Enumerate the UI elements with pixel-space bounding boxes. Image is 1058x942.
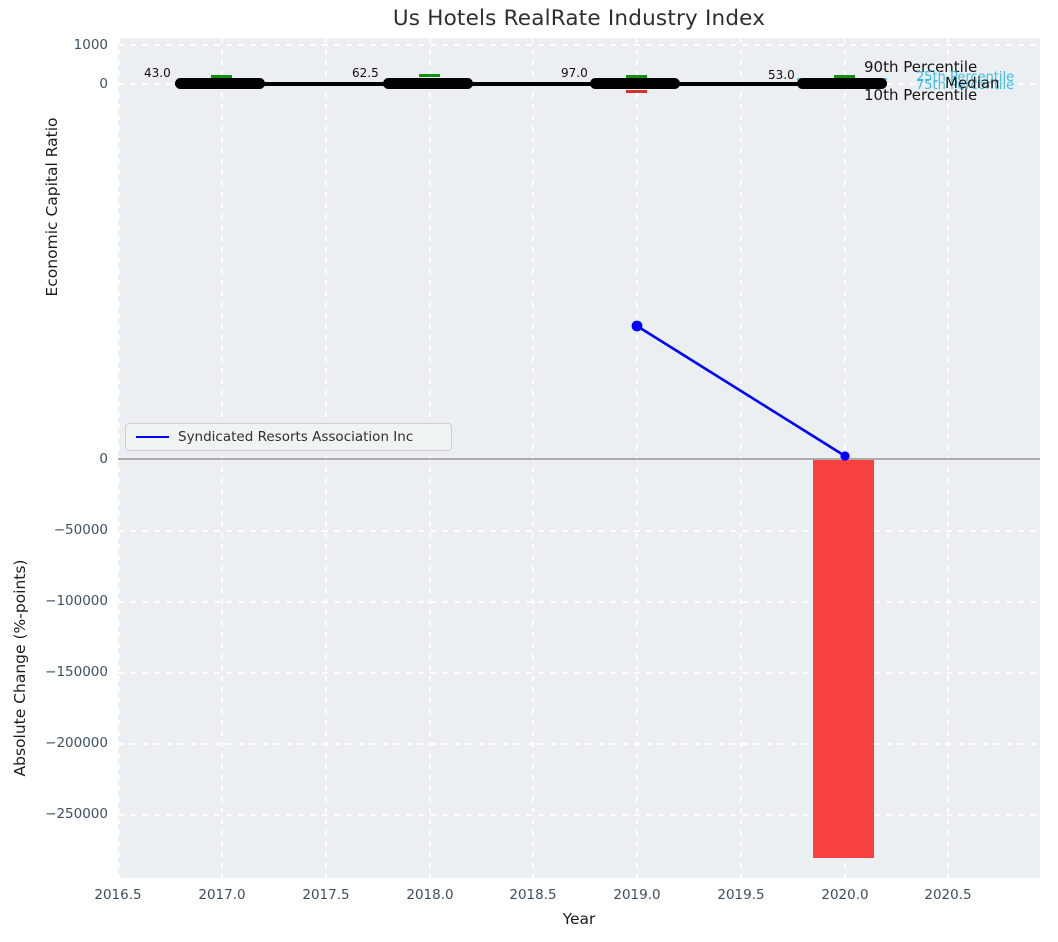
label-median: Median — [945, 74, 1000, 92]
legend-label: Syndicated Resorts Association Inc — [178, 429, 414, 445]
percentile-capsule-2018 — [383, 78, 473, 89]
y-axis-label-bottom: Absolute Change (%-points) — [11, 559, 29, 777]
green-tick-2018 — [419, 74, 440, 77]
company-marker-2019 — [631, 320, 643, 332]
company-marker-2020 — [840, 451, 850, 461]
gridline-h-neg150000 — [118, 672, 1040, 674]
red-tick-2019 — [626, 90, 647, 93]
point-label-2017: 43.0 — [144, 66, 171, 80]
xtick-2017-5: 2017.5 — [302, 887, 350, 903]
point-label-2019: 97.0 — [561, 66, 588, 80]
gridline-h-neg50000 — [118, 530, 1040, 532]
gridline-h-neg250000 — [118, 814, 1040, 816]
plot-area: 43.0 62.5 97.0 53.0 90th Percentile 25th… — [118, 38, 1040, 878]
xtick-2018-0: 2018.0 — [406, 887, 454, 903]
xtick-2020-5: 2020.5 — [924, 887, 972, 903]
company-line — [636, 324, 846, 458]
percentile-capsule-2020 — [797, 78, 887, 89]
label-90th-percentile: 90th Percentile — [864, 58, 978, 76]
point-label-2020: 53.0 — [768, 68, 795, 82]
percentile-band-line — [175, 82, 887, 86]
percentile-capsule-2017 — [175, 78, 265, 89]
xtick-2020-0: 2020.0 — [821, 887, 869, 903]
point-label-2018: 62.5 — [352, 66, 379, 80]
green-tick-2017 — [211, 75, 232, 78]
y-axis-label-top: Economic Capital Ratio — [43, 117, 61, 297]
company-line-svg — [631, 320, 850, 461]
ytick-bot-neg200000: −200000 — [45, 735, 108, 751]
ytick-top-0: 0 — [99, 76, 108, 92]
gridline-h-neg200000 — [118, 743, 1040, 745]
legend: Syndicated Resorts Association Inc — [125, 423, 452, 451]
green-tick-2020 — [834, 75, 855, 78]
percentile-capsule-2019 — [590, 78, 680, 89]
xtick-2019-0: 2019.0 — [613, 887, 661, 903]
ytick-top-1000: 1000 — [73, 37, 108, 53]
ytick-bot-neg50000: −50000 — [53, 522, 108, 538]
chart-title: Us Hotels RealRate Industry Index — [392, 6, 766, 31]
gridline-h-neg100000 — [118, 601, 1040, 603]
xtick-2018-5: 2018.5 — [509, 887, 557, 903]
legend-line-sample — [136, 435, 169, 439]
zero-axis-line — [118, 458, 1040, 460]
gridline-h-1000 — [118, 44, 1040, 46]
xtick-2017-0: 2017.0 — [198, 887, 246, 903]
ytick-bot-neg250000: −250000 — [45, 806, 108, 822]
label-10th-percentile: 10th Percentile — [864, 86, 978, 104]
green-tick-2019 — [626, 75, 647, 78]
ytick-bot-neg100000: −100000 — [45, 593, 108, 609]
x-axis-label: Year — [562, 910, 596, 928]
ytick-bot-0: 0 — [99, 451, 108, 467]
xtick-2019-5: 2019.5 — [717, 887, 765, 903]
label-25th-percentile: 25th Percentile — [916, 70, 1015, 85]
xtick-2016-5: 2016.5 — [94, 887, 142, 903]
change-bar-2020 — [813, 459, 874, 858]
ytick-bot-neg150000: −150000 — [45, 664, 108, 680]
label-75th-percentile: 75th Percentile — [916, 78, 1015, 93]
